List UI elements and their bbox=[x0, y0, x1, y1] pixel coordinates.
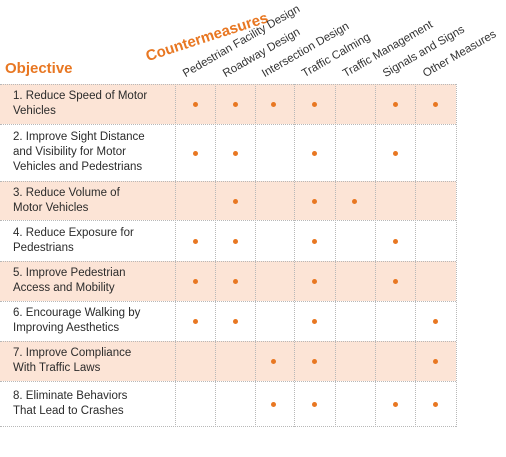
row-divider bbox=[0, 301, 456, 302]
row-divider bbox=[0, 426, 456, 427]
column-divider bbox=[215, 84, 216, 427]
row-divider bbox=[0, 181, 456, 182]
row-divider bbox=[0, 220, 456, 221]
countermeasure-dot bbox=[193, 319, 198, 324]
objective-label: 3. Reduce Volume of Motor Vehicles bbox=[13, 186, 120, 214]
countermeasure-dot bbox=[312, 150, 317, 156]
countermeasure-dot bbox=[233, 150, 238, 156]
countermeasure-dot bbox=[312, 401, 317, 407]
countermeasure-dot bbox=[352, 198, 357, 204]
countermeasure-dot bbox=[233, 319, 238, 324]
column-divider bbox=[375, 84, 376, 427]
countermeasure-dot bbox=[233, 238, 238, 244]
row-divider bbox=[0, 84, 456, 85]
column-divider bbox=[415, 84, 416, 427]
objective-label: 8. Eliminate Behaviors That Lead to Cras… bbox=[13, 389, 128, 417]
countermeasure-dot bbox=[233, 198, 238, 204]
countermeasure-dot bbox=[393, 279, 398, 284]
countermeasure-dot bbox=[271, 102, 276, 107]
objective-label: 7. Improve Compliance With Traffic Laws bbox=[13, 347, 132, 374]
objective-label: 1. Reduce Speed of Motor Vehicles bbox=[13, 90, 148, 117]
table-row: 2. Improve Sight Distance and Visibility… bbox=[0, 124, 456, 181]
column-divider bbox=[335, 84, 336, 427]
countermeasure-dot bbox=[433, 359, 438, 364]
row-divider bbox=[0, 341, 456, 342]
countermeasure-dot bbox=[393, 102, 398, 107]
column-divider bbox=[255, 84, 256, 427]
countermeasure-dot bbox=[193, 238, 198, 244]
countermeasure-dot bbox=[312, 238, 317, 244]
objective-label: 6. Encourage Walking by Improving Aesthe… bbox=[13, 307, 141, 334]
countermeasure-dot bbox=[393, 150, 398, 156]
objective-label: 4. Reduce Exposure for Pedestrians bbox=[13, 226, 134, 254]
table-row: 8. Eliminate Behaviors That Lead to Cras… bbox=[0, 381, 456, 426]
countermeasure-dot bbox=[271, 359, 276, 364]
objective-label: 2. Improve Sight Distance and Visibility… bbox=[13, 131, 145, 173]
countermeasure-dot bbox=[312, 279, 317, 284]
countermeasure-dot bbox=[433, 319, 438, 324]
column-divider bbox=[456, 84, 457, 427]
column-divider bbox=[294, 84, 295, 427]
row-divider bbox=[0, 381, 456, 382]
table-row: 5. Improve Pedestrian Access and Mobilit… bbox=[0, 261, 456, 301]
countermeasure-dot bbox=[193, 279, 198, 284]
countermeasure-dot bbox=[393, 401, 398, 407]
table-row: 6. Encourage Walking by Improving Aesthe… bbox=[0, 301, 456, 341]
countermeasure-dot bbox=[233, 279, 238, 284]
row-divider bbox=[0, 124, 456, 125]
countermeasure-dot bbox=[312, 198, 317, 204]
countermeasure-dot bbox=[312, 102, 317, 107]
objective-heading: Objective bbox=[5, 60, 73, 77]
row-divider bbox=[0, 261, 456, 262]
countermeasure-dot bbox=[312, 359, 317, 364]
countermeasure-dot bbox=[271, 401, 276, 407]
column-divider bbox=[175, 84, 176, 427]
countermeasure-dot bbox=[393, 238, 398, 244]
countermeasure-dot bbox=[312, 319, 317, 324]
table-row: 7. Improve Compliance With Traffic Laws bbox=[0, 341, 456, 381]
countermeasure-dot bbox=[433, 102, 438, 107]
table-row: 4. Reduce Exposure for Pedestrians bbox=[0, 220, 456, 261]
objective-label: 5. Improve Pedestrian Access and Mobilit… bbox=[13, 267, 126, 294]
countermeasure-dot bbox=[193, 150, 198, 156]
countermeasure-dot bbox=[433, 401, 438, 407]
countermeasure-dot bbox=[233, 102, 238, 107]
table-row: 1. Reduce Speed of Motor Vehicles bbox=[0, 84, 456, 124]
table-row: 3. Reduce Volume of Motor Vehicles bbox=[0, 181, 456, 220]
countermeasure-dot bbox=[193, 102, 198, 107]
